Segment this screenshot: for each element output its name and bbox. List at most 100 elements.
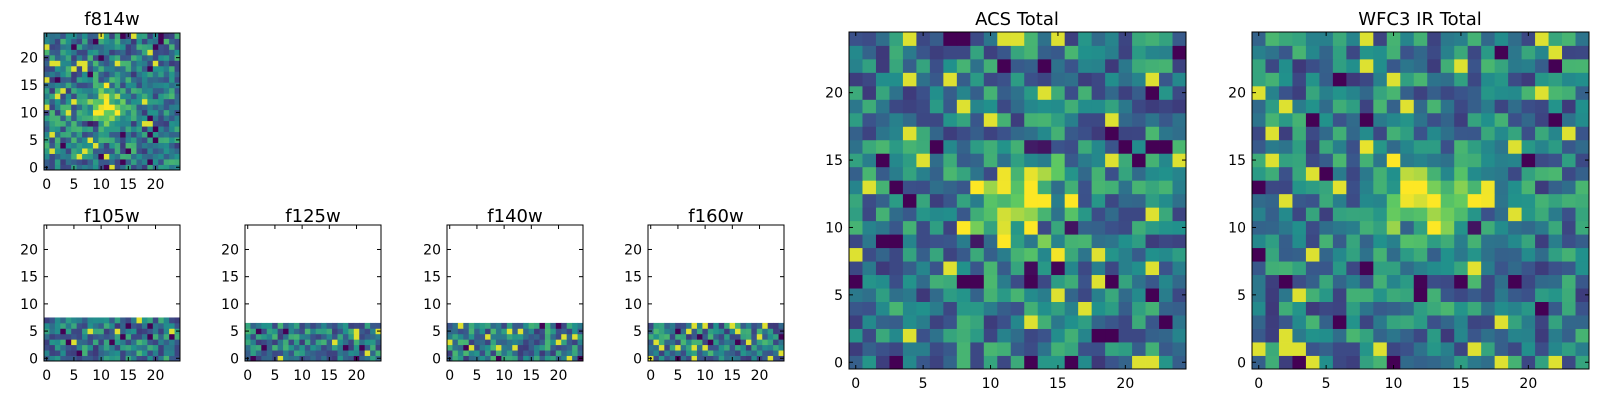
- heatmap-cell: [534, 344, 540, 351]
- heatmap-cell: [452, 344, 459, 351]
- heatmap-cell: [1427, 234, 1442, 249]
- heatmap-cell: [929, 288, 944, 302]
- heatmap-cell: [125, 43, 132, 50]
- heatmap-cell: [76, 38, 83, 45]
- heatmap-cell: [561, 333, 568, 340]
- heatmap-cell: [474, 328, 481, 335]
- heatmap-cell: [664, 350, 671, 356]
- heatmap-cell: [956, 99, 971, 114]
- heatmap-cell: [1521, 193, 1536, 208]
- heatmap-cell: [1037, 180, 1052, 195]
- heatmap-cell: [136, 164, 143, 171]
- heatmap-cell: [1091, 193, 1106, 208]
- heatmap-cell: [163, 159, 170, 165]
- heatmap-cell: [277, 322, 284, 329]
- heatmap-cell: [943, 99, 958, 114]
- heatmap-cell: [523, 333, 529, 340]
- heatmap-cell: [147, 344, 154, 351]
- heatmap-cell: [1292, 220, 1307, 235]
- heatmap-cell: [76, 104, 83, 111]
- heatmap-cell: [875, 139, 890, 154]
- heatmap-cell: [82, 93, 88, 100]
- heatmap-cell: [495, 322, 502, 329]
- heatmap-cell: [1145, 166, 1160, 181]
- heatmap-cell: [141, 153, 148, 160]
- heatmap-cell: [109, 71, 116, 78]
- heatmap-cell: [1118, 355, 1133, 370]
- heatmap-cell: [109, 142, 116, 149]
- heatmap-cell: [141, 317, 148, 324]
- heatmap-cell: [120, 137, 126, 143]
- heatmap-cell: [293, 339, 300, 346]
- heatmap-cell: [1078, 355, 1093, 370]
- heatmap-cell: [103, 38, 110, 45]
- heatmap-cell: [60, 317, 67, 324]
- heatmap-cell: [528, 328, 535, 335]
- heatmap-cell: [916, 153, 931, 168]
- heatmap-cell: [1413, 32, 1428, 46]
- heatmap-cell: [1305, 328, 1320, 343]
- heatmap-cell: [1440, 139, 1455, 154]
- y-tick-label: 10: [1228, 220, 1246, 236]
- heatmap-cell: [691, 355, 698, 362]
- heatmap-cell: [767, 322, 774, 329]
- heatmap-cell: [997, 153, 1012, 168]
- heatmap-cell: [916, 58, 931, 73]
- heatmap-cell: [1508, 85, 1522, 100]
- heatmap-cell: [147, 60, 154, 67]
- heatmap-cell: [1494, 207, 1509, 222]
- heatmap-cell: [1562, 315, 1576, 329]
- heatmap-cell: [566, 333, 573, 340]
- heatmap-cell: [1292, 274, 1307, 289]
- heatmap-cell: [468, 339, 475, 346]
- heatmap-cell: [452, 333, 459, 340]
- heatmap-cell: [92, 355, 99, 362]
- x-tick-label: 0: [42, 368, 51, 384]
- heatmap-cell: [261, 350, 268, 356]
- heatmap-cell: [321, 333, 327, 340]
- heatmap-cell: [956, 112, 971, 127]
- heatmap-cell: [147, 87, 154, 94]
- heatmap-cell: [76, 33, 83, 39]
- heatmap-cell: [1494, 342, 1509, 356]
- heatmap-cell: [1332, 328, 1347, 343]
- heatmap-cell: [125, 148, 132, 154]
- heatmap-cell: [1575, 288, 1590, 302]
- heatmap-cells: [44, 33, 181, 171]
- heatmap-cell: [87, 65, 94, 72]
- heatmap-cell: [1346, 112, 1361, 127]
- heatmap-cell: [849, 247, 863, 262]
- heatmap-cell: [495, 355, 502, 362]
- heatmap-cell: [1440, 58, 1455, 73]
- heatmap-cell: [916, 355, 931, 370]
- heatmap-cell: [1467, 207, 1482, 222]
- heatmap-cell: [648, 350, 654, 356]
- heatmap-cell: [65, 322, 72, 329]
- heatmap-cell: [1535, 126, 1549, 141]
- heatmap-cell: [889, 274, 904, 289]
- heatmap-cell: [849, 261, 863, 276]
- heatmap-cell: [272, 328, 279, 335]
- heatmap-cell: [114, 344, 121, 351]
- heatmap-cell: [1037, 58, 1052, 73]
- heatmap-cell: [147, 317, 154, 324]
- heatmap-cell: [261, 355, 268, 362]
- heatmap-cell: [174, 60, 181, 67]
- heatmap-cell: [158, 115, 165, 122]
- heatmap-cell: [82, 164, 88, 171]
- heatmap-cell: [512, 328, 519, 335]
- heatmap-cell: [1400, 99, 1415, 114]
- heatmap-cell: [98, 339, 105, 346]
- heatmap-cell: [141, 82, 148, 89]
- heatmap-cell: [729, 328, 736, 335]
- heatmap-cell: [1359, 126, 1374, 141]
- heatmap-cell: [889, 261, 904, 276]
- heatmap-cell: [1145, 58, 1160, 73]
- y-tick-label: 5: [633, 324, 642, 340]
- heatmap-cell: [125, 49, 132, 56]
- heatmap-cell: [1078, 328, 1093, 343]
- heatmap-cell: [136, 153, 143, 160]
- heatmap-cell: [87, 43, 94, 50]
- heatmap-cell: [862, 288, 877, 302]
- heatmap-cell: [337, 355, 344, 362]
